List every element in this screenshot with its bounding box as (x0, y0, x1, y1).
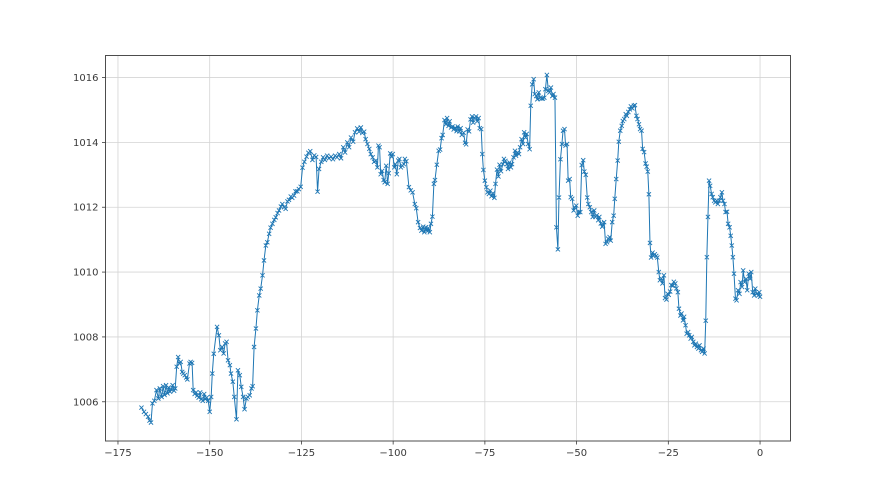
x-tick-label: −175 (104, 448, 131, 459)
plot-border (105, 55, 791, 442)
x-tick-label: −100 (379, 448, 406, 459)
y-tick-label: 1008 (73, 332, 98, 343)
x-tick-label: −75 (474, 448, 495, 459)
x-tick-label: −25 (658, 448, 679, 459)
y-tick-label: 1010 (73, 268, 98, 279)
data-markers (139, 72, 763, 425)
x-tick-label: −150 (196, 448, 223, 459)
y-tick-label: 1016 (73, 73, 98, 84)
y-tick-label: 1014 (73, 138, 98, 149)
x-tick-label: −125 (288, 448, 315, 459)
y-tick-label: 1012 (73, 203, 98, 214)
y-tick-label: 1006 (73, 397, 98, 408)
x-tick-label: −50 (566, 448, 587, 459)
x-tick-label: 0 (757, 448, 763, 459)
